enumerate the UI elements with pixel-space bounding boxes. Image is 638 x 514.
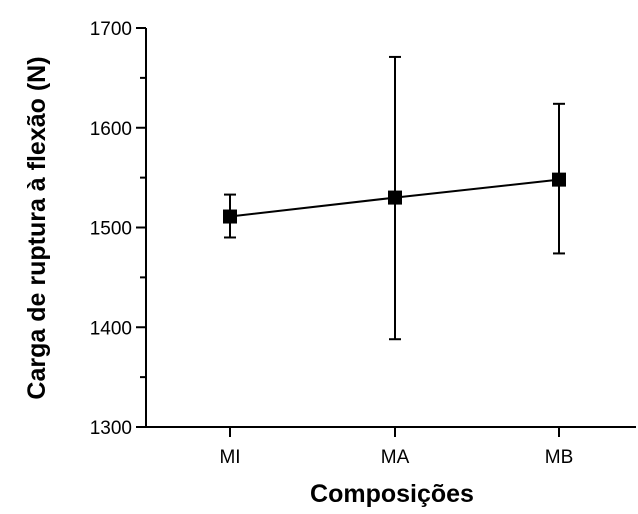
x-axis-title: Composições: [310, 480, 474, 508]
x-tick-label: MA: [381, 447, 410, 468]
x-tick-label: MI: [219, 447, 240, 468]
data-point: [388, 190, 402, 205]
data-marks: [223, 55, 566, 341]
x-tick-label: MB: [545, 447, 574, 468]
axes: [136, 27, 636, 437]
y-tick-label: 1300: [90, 418, 132, 439]
data-point: [552, 172, 566, 187]
y-tick-label: 1600: [90, 119, 132, 140]
tick-labels: 1300 1400 1500 1600 1700 MI MA MB: [90, 19, 574, 468]
y-tick-label: 1400: [90, 318, 132, 339]
y-axis-title: Carga de ruptura à flexão (N): [23, 56, 51, 399]
y-tick-label: 1500: [90, 219, 132, 240]
data-point: [223, 209, 237, 224]
y-tick-label: 1700: [90, 19, 132, 40]
